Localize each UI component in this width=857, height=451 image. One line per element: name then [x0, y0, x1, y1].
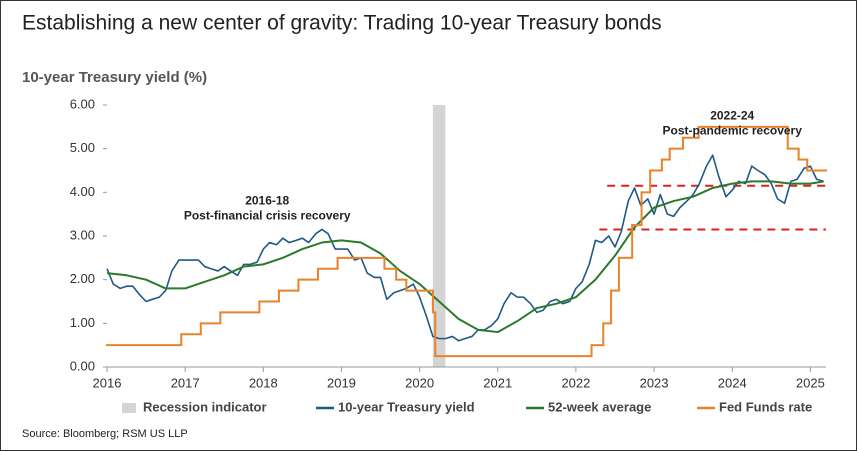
- series-line: [106, 154, 824, 342]
- y-tick-label: 3.00: [70, 227, 95, 242]
- series-line: [106, 180, 824, 334]
- y-tick-label: 5.00: [70, 140, 95, 155]
- x-tick-label: 2019: [327, 375, 356, 390]
- x-tick-label: 2020: [405, 375, 434, 390]
- y-tick-label: 4.00: [70, 184, 95, 199]
- annotation: 2022-24: [710, 108, 754, 122]
- source: Source: Bloomberg; RSM US LLP: [22, 428, 188, 440]
- x-tick-label: 2018: [249, 375, 278, 390]
- y-tick-label: 0.00: [70, 358, 95, 373]
- recession-band: [432, 105, 446, 367]
- annotation: Post-financial crisis recovery: [184, 209, 351, 223]
- legend-label: 52-week average: [548, 399, 651, 414]
- x-tick-label: 2016: [93, 375, 122, 390]
- x-tick-label: 2023: [640, 375, 669, 390]
- annotation: 2016-18: [245, 194, 289, 208]
- legend-label: Recession indicator: [143, 399, 267, 414]
- legend-label: Fed Funds rate: [719, 399, 812, 414]
- y-tick-label: 1.00: [70, 315, 95, 330]
- annotation: Post-pandemic recovery: [663, 123, 803, 137]
- legend-label: 10-year Treasury yield: [338, 399, 475, 414]
- y-tick-label: 2.00: [70, 271, 95, 286]
- y-axis-title: 10-year Treasury yield (%): [22, 69, 207, 86]
- legend-swatch: [122, 403, 136, 413]
- x-tick-label: 2025: [796, 375, 825, 390]
- chart-title: Establishing a new center of gravity: Tr…: [22, 12, 662, 35]
- step-riser: [180, 126, 809, 357]
- x-tick-label: 2021: [483, 375, 512, 390]
- x-tick-label: 2017: [171, 375, 200, 390]
- x-tick-label: 2022: [561, 375, 590, 390]
- y-tick-label: 6.00: [70, 96, 95, 111]
- x-tick-label: 2024: [718, 375, 747, 390]
